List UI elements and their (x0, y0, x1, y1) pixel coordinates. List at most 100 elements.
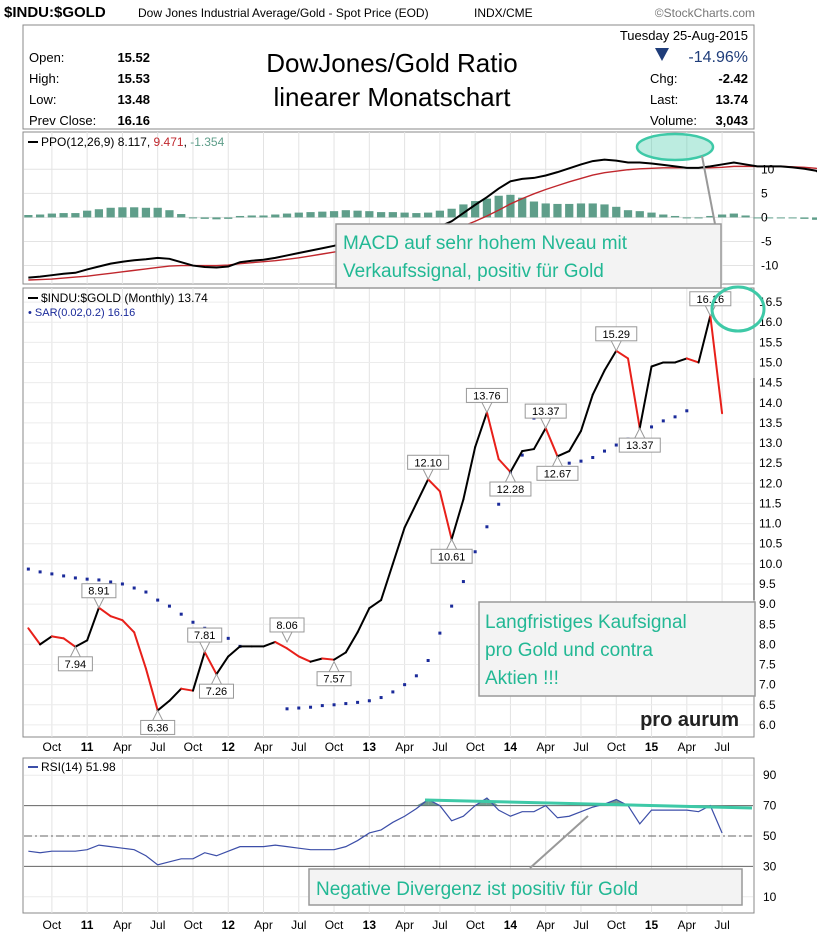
value-label-pointer (446, 538, 458, 550)
pro-aurum-logo: pro aurum (640, 709, 739, 731)
sar-dot (497, 502, 501, 506)
quote-box (22, 24, 755, 130)
sar-dot (62, 574, 66, 578)
price-segment (403, 502, 418, 529)
exchange-label: INDX/CME (474, 6, 533, 20)
value-label-pointer (69, 645, 81, 658)
low-label: Low: (29, 92, 56, 107)
price-segment (274, 640, 289, 650)
value-label-pointer (281, 631, 293, 644)
ppo-histogram-bar (412, 213, 421, 218)
price-segment (215, 655, 230, 676)
symbol-label: $INDU:$GOLD (4, 4, 106, 21)
x-tick-label-rsi: Oct (43, 918, 62, 932)
price-y-tick-label: 7.0 (759, 678, 776, 692)
price-segment (344, 631, 359, 654)
price-y-tick-label: 14.5 (759, 376, 783, 390)
price-segment (603, 349, 618, 372)
value-label-box (187, 627, 223, 643)
ppo-histogram-bar (247, 215, 256, 218)
price-segment (509, 450, 524, 474)
macd-callout-box (335, 223, 722, 289)
value-label-text: 7.26 (206, 686, 227, 698)
ppo-histogram-bar (447, 208, 456, 218)
sar-dot (685, 409, 689, 413)
value-label-box (536, 465, 579, 481)
sar-dot (650, 425, 654, 429)
ppo-histogram-bar (141, 207, 151, 218)
price-segment (121, 619, 136, 634)
sar-dot (344, 702, 348, 706)
price-y-tick-label: 8.0 (759, 637, 776, 651)
price-y-tick-label: 12.5 (759, 456, 783, 470)
sar-legend-value: 16.16 (108, 307, 136, 319)
sar-dot (520, 453, 524, 457)
price-segment (262, 640, 277, 648)
value-label-box (595, 326, 638, 342)
ppo-histogram-bar (47, 213, 56, 218)
x-tick-label-rsi: Jul (291, 918, 306, 932)
buy-callout-box (478, 601, 756, 697)
svg-text:• SAR(0.02,0.2) 16.16: • SAR(0.02,0.2) 16.16 (28, 307, 135, 319)
ppo-histogram-bar (365, 211, 374, 218)
rsi-legend-value: 51.98 (86, 760, 116, 774)
ppo-histogram-bar (341, 210, 350, 218)
price-segment (438, 490, 453, 541)
ppo-histogram-bar (306, 212, 315, 218)
pct-change: -14.96% (688, 49, 748, 66)
macd-callout-line2: Verkaufssignal, positiv für Gold (343, 261, 604, 282)
ppo-histogram-bar (741, 215, 750, 218)
x-tick-label-price: Jul (714, 740, 729, 754)
ppo-y-tick-label: 5 (761, 186, 768, 200)
volume-label: Volume: (650, 113, 697, 128)
macd-pointer-line (701, 155, 716, 225)
price-y-tick-label: 8.5 (759, 617, 776, 631)
ppo-histogram-bar (130, 207, 139, 218)
x-tick-label-rsi: Jul (432, 918, 447, 932)
ppo-histogram-bar (529, 201, 539, 218)
rsi-legend: RSI(14) 51.98 (28, 760, 116, 774)
sar-dot (226, 636, 230, 640)
quote-date: Tuesday 25-Aug-2015 (620, 28, 748, 43)
price-segment (191, 651, 206, 692)
sar-dot (50, 572, 54, 576)
value-label-box (465, 387, 508, 403)
price-segment (62, 637, 77, 648)
ppo-histogram-bar (788, 217, 797, 219)
ppo-histogram-bar (294, 212, 303, 218)
value-label-text: 10.61 (438, 551, 466, 563)
price-y-tick-label: 11.5 (759, 496, 782, 510)
ppo-histogram-bar (647, 212, 656, 218)
price-segment (297, 655, 312, 663)
x-tick-label-price: 11 (81, 740, 94, 754)
value-label-text: 12.10 (414, 457, 442, 469)
x-tick-label-rsi: Apr (536, 918, 555, 932)
rsi-callout-box (308, 868, 743, 906)
price-y-tick-label: 13.0 (759, 436, 783, 450)
ppo-histogram-bar (812, 217, 817, 220)
svg-text:$INDU:$GOLD (Monthly) 13.74: $INDU:$GOLD (Monthly) 13.74 (41, 291, 208, 305)
ppo-legend: PPO(12,26,9) 8.117, 9.471, -1.354 (28, 135, 225, 149)
rsi-y-tick-label: 70 (763, 799, 777, 813)
sar-dot (403, 683, 407, 687)
ppo-histogram-bar (24, 215, 33, 218)
x-tick-label-price: Oct (43, 740, 62, 754)
value-label-text: 13.37 (532, 406, 560, 418)
value-label-pointer (610, 340, 622, 352)
x-tick-label-price: Jul (432, 740, 447, 754)
price-y-tick-label: 6.0 (759, 718, 776, 732)
value-label-pointer (422, 469, 434, 481)
sar-dot (144, 590, 148, 594)
ppo-histogram-bar (565, 203, 574, 218)
ppo-histogram-bar (694, 217, 703, 219)
value-label-box (489, 481, 532, 497)
sar-dot (120, 582, 124, 586)
rsi-y-tick-label: 30 (763, 859, 777, 873)
ppo-histogram-bar (706, 215, 715, 218)
x-tick-label-rsi: Jul (714, 918, 729, 932)
sar-dot (426, 658, 430, 662)
sar-dot (85, 577, 89, 581)
x-tick-label-rsi: 11 (81, 918, 94, 932)
ppo-histogram-bar (482, 198, 492, 218)
brand-label: ©StockCharts.com (655, 6, 755, 20)
